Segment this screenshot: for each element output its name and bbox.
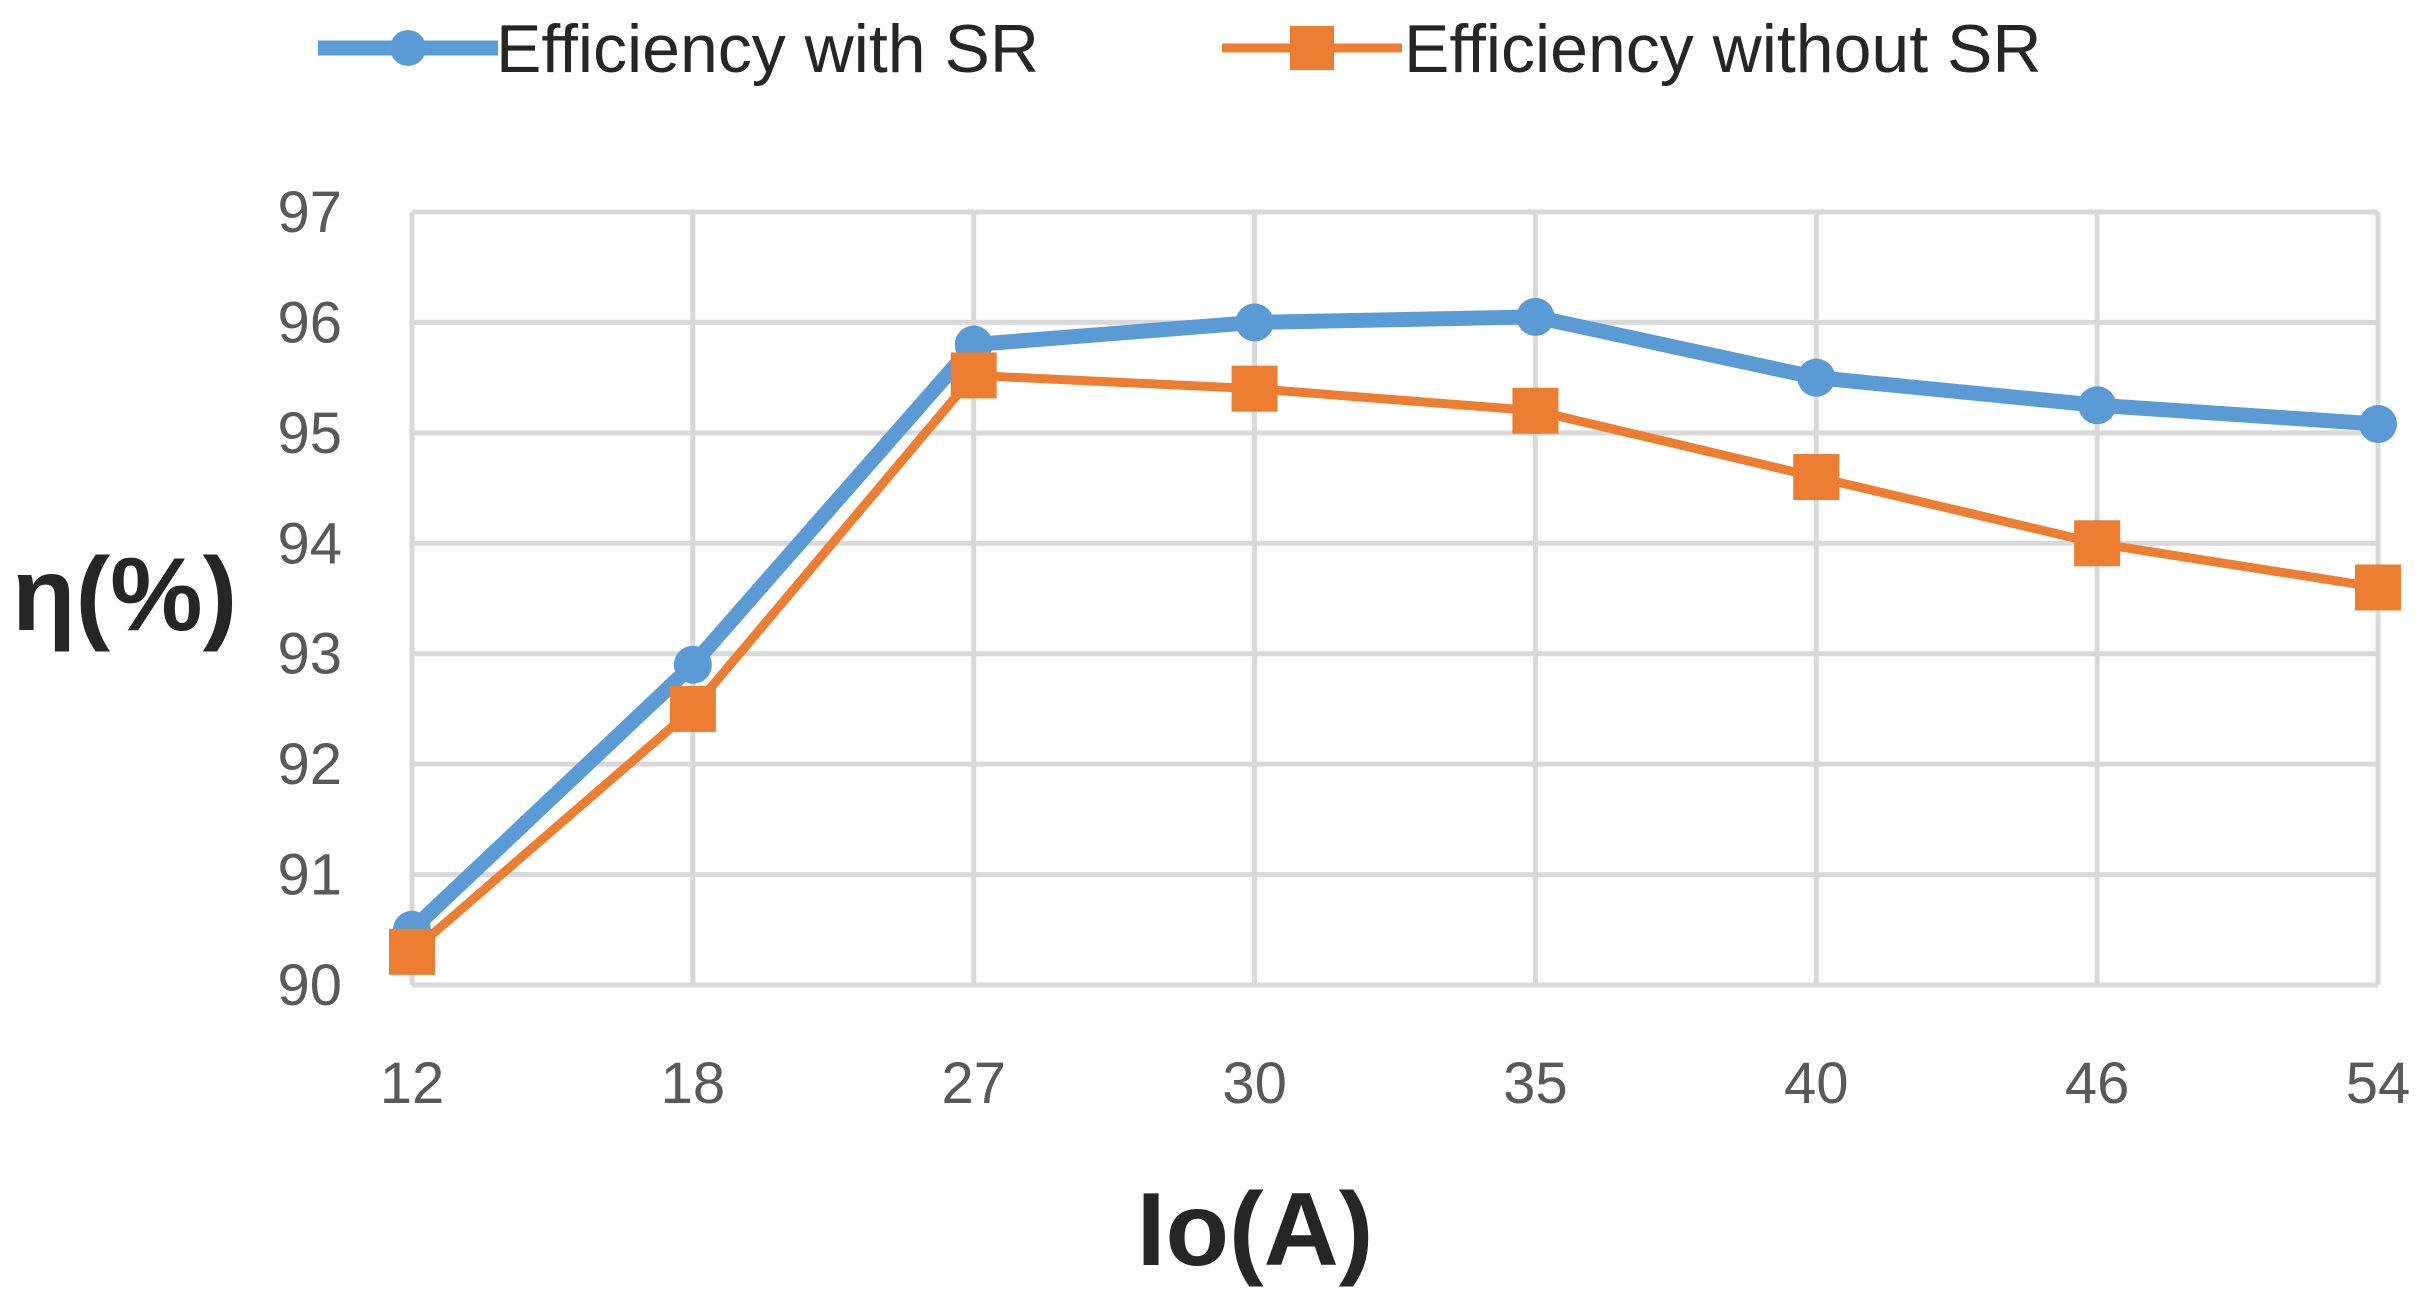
series-line-with-sr (404, 309, 2386, 938)
data-point-without-sr (950, 352, 997, 399)
y-tick-label: 93 (277, 622, 342, 687)
x-tick-label: 27 (941, 1051, 1006, 1116)
data-point-with-sr (673, 645, 712, 684)
data-point-without-sr (1512, 387, 1559, 434)
y-axis-ticks: 90 91 92 93 94 95 96 97 (277, 180, 342, 1018)
data-point-without-sr (1231, 365, 1278, 412)
legend-marker-circle (390, 30, 426, 66)
x-tick-label: 54 (2346, 1051, 2411, 1116)
x-tick-label: 30 (1222, 1051, 1287, 1116)
gridlines (409, 209, 2381, 988)
y-tick-label: 96 (277, 290, 342, 355)
data-point-without-sr (1793, 454, 1840, 501)
legend-marker-square (1290, 26, 1334, 70)
series-line-without-sr (407, 370, 2383, 957)
series-group (389, 297, 2401, 975)
data-point-with-sr (2078, 386, 2117, 425)
x-axis-ticks: 12 18 27 30 35 40 46 54 (380, 1051, 2411, 1116)
legend-label: Efficiency without SR (1404, 11, 2041, 87)
x-tick-label: 40 (1784, 1051, 1849, 1116)
y-tick-label: 90 (277, 953, 342, 1018)
y-tick-label: 97 (277, 180, 342, 245)
x-tick-label: 18 (661, 1051, 726, 1116)
legend: Efficiency with SR Efficiency without SR (318, 11, 2041, 87)
x-axis-title: Io(A) (1137, 1172, 1374, 1288)
data-point-without-sr (2355, 564, 2401, 611)
y-tick-label: 92 (277, 732, 342, 797)
data-point-with-sr (1516, 297, 1555, 336)
data-point-with-sr (1235, 303, 1274, 342)
y-axis-title: η(%) (12, 537, 237, 653)
y-tick-label: 91 (277, 843, 342, 908)
x-tick-label: 46 (2065, 1051, 2130, 1116)
y-tick-label: 95 (277, 401, 342, 466)
x-tick-label: 12 (380, 1051, 445, 1116)
data-point-with-sr (1797, 358, 1836, 397)
data-point-without-sr (2074, 520, 2121, 567)
data-point-with-sr (2359, 405, 2397, 444)
data-point-without-sr (389, 928, 435, 975)
y-tick-label: 94 (277, 511, 342, 576)
data-point-without-sr (669, 685, 716, 732)
x-tick-label: 35 (1503, 1051, 1568, 1116)
legend-label: Efficiency with SR (496, 11, 1039, 87)
